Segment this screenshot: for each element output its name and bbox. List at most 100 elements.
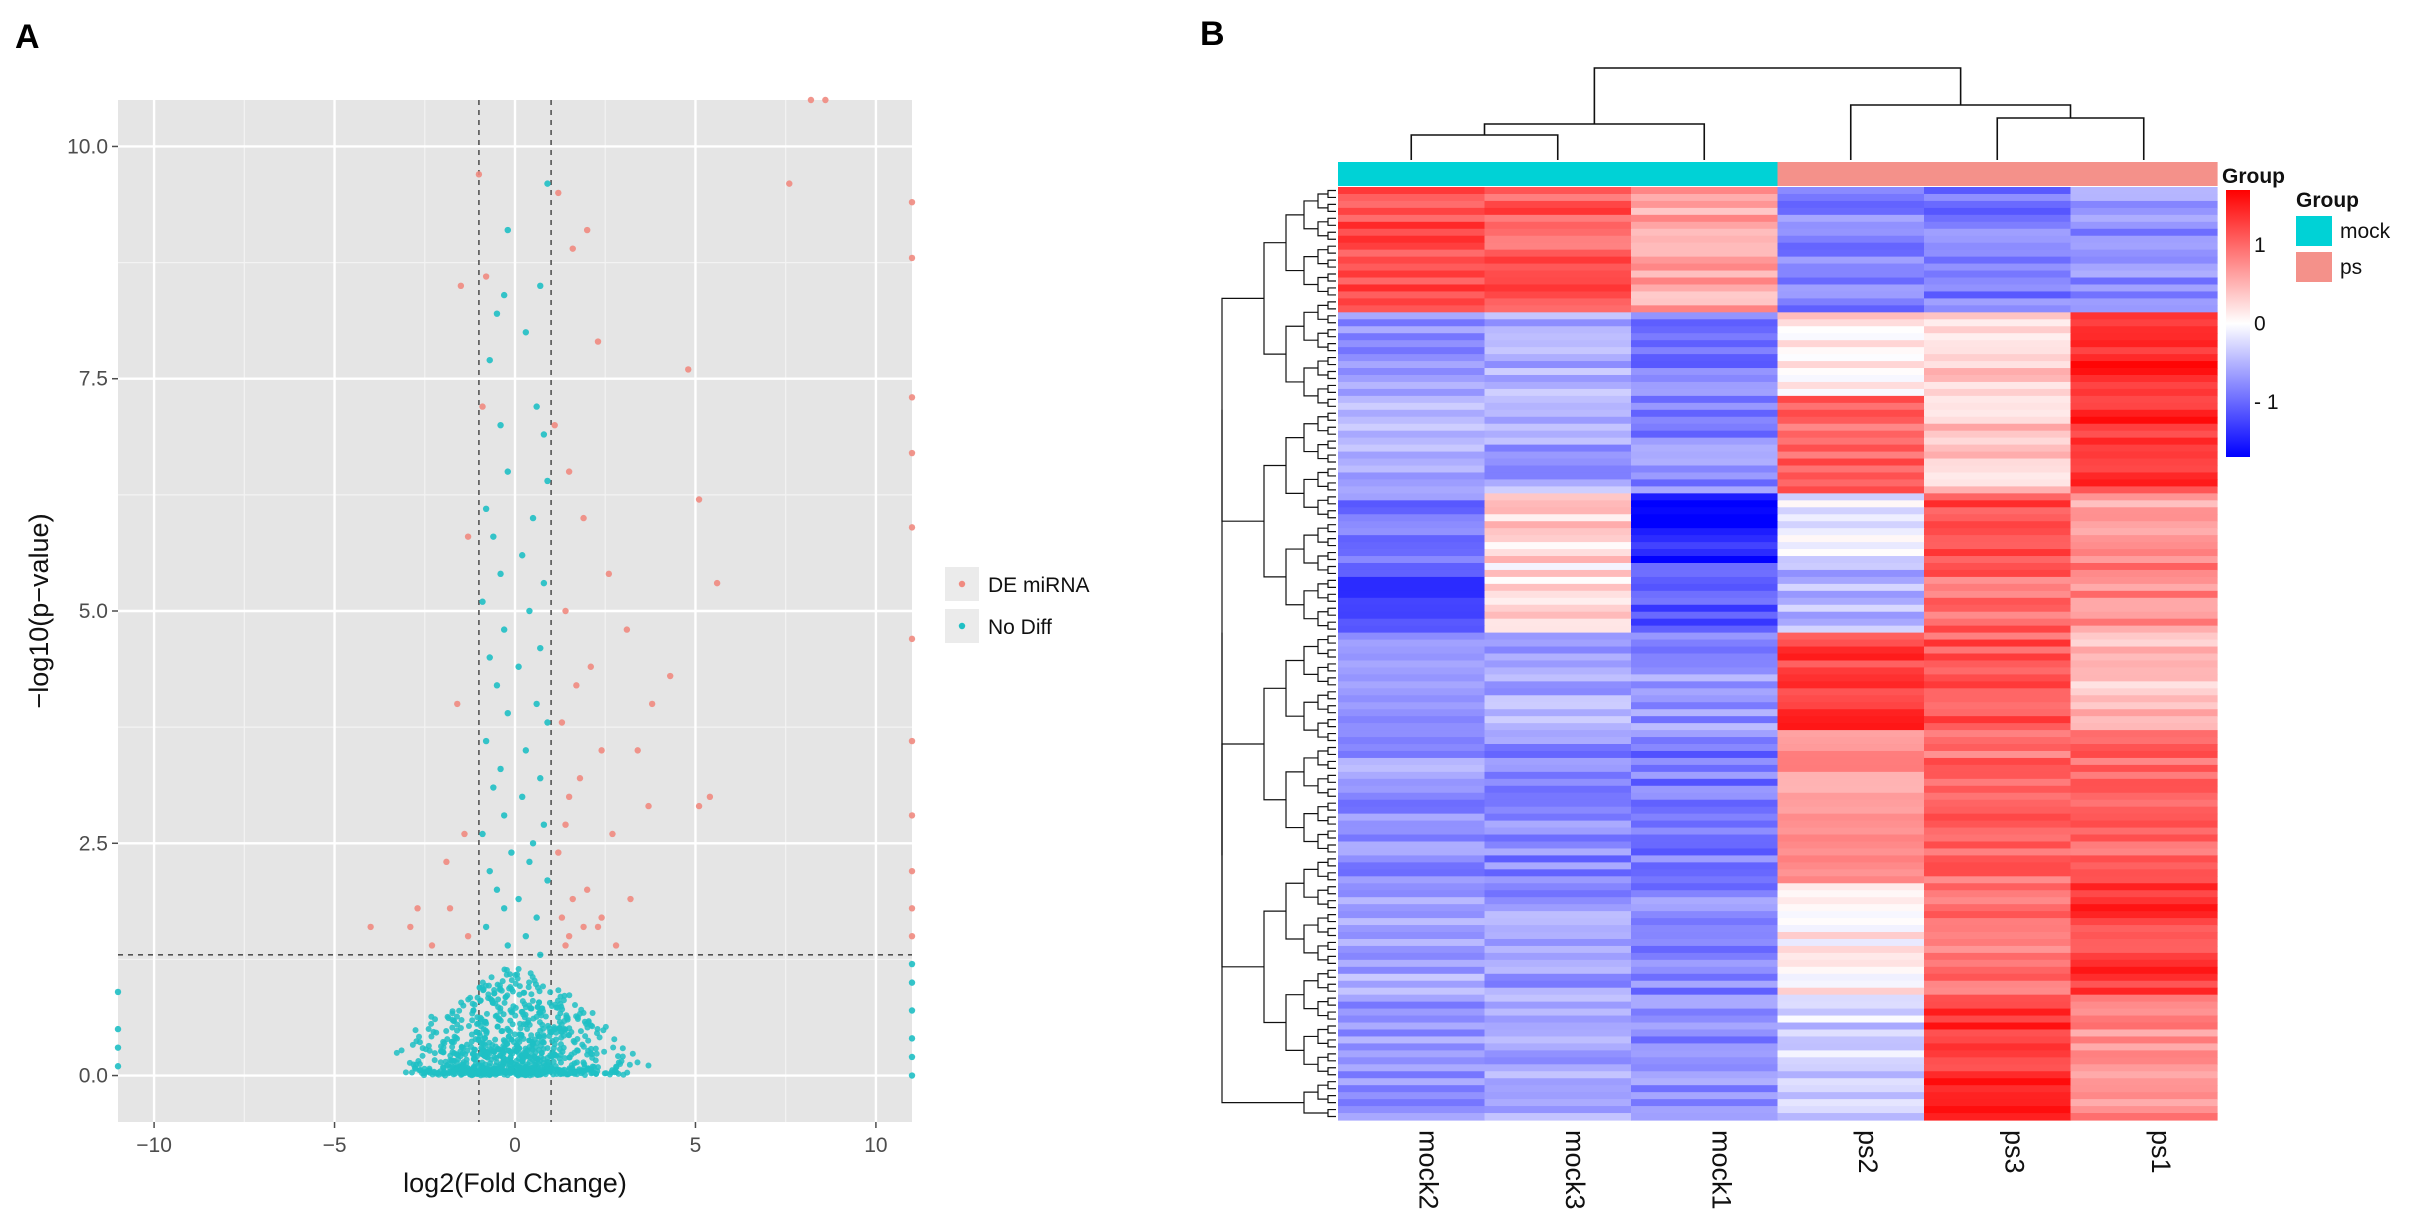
heatmap-cell xyxy=(1631,966,1779,975)
heatmap-cell xyxy=(1338,1050,1486,1058)
nodiff-point xyxy=(522,329,530,336)
nodiff-point xyxy=(509,1021,516,1028)
heatmap-cell xyxy=(1338,890,1486,898)
heatmap-cell xyxy=(1338,200,1486,209)
heatmap-cell xyxy=(1631,911,1779,919)
heatmap-cell xyxy=(1484,625,1632,634)
heatmap-cell xyxy=(2070,1064,2218,1072)
nodiff-point xyxy=(393,1049,400,1056)
heatmap-cell xyxy=(1484,1001,1632,1010)
heatmap-cell xyxy=(1631,764,1779,773)
heatmap-cell xyxy=(1484,451,1632,460)
heatmap-cell xyxy=(2070,806,2218,815)
nodiff-point xyxy=(542,1013,549,1020)
heatmap-cell xyxy=(1484,430,1632,439)
nodiff-point xyxy=(588,1070,595,1077)
heatmap-cell xyxy=(1924,1085,2072,1093)
heatmap-cell xyxy=(1631,228,1779,237)
nodiff-point xyxy=(585,1037,592,1044)
row-dendrogram-branch xyxy=(1285,325,1304,383)
nodiff-point xyxy=(593,1050,600,1057)
row-dendrogram-branch xyxy=(1303,645,1318,675)
nodiff-point xyxy=(431,1057,438,1064)
nodiff-point xyxy=(500,1042,507,1049)
nodiff-point xyxy=(477,1014,484,1021)
heatmap-cell xyxy=(1631,611,1779,620)
heatmap-cell xyxy=(1924,855,2072,863)
nodiff-point xyxy=(497,1005,504,1012)
heatmap-cell xyxy=(1484,681,1632,689)
heatmap-cell xyxy=(1631,500,1779,508)
heatmap-cell xyxy=(1338,632,1486,641)
heatmap-cell xyxy=(1924,221,2072,230)
nodiff-point xyxy=(613,1063,620,1070)
heatmap-cell xyxy=(1484,792,1632,801)
heatmap-cell xyxy=(1631,744,1779,752)
colorbar-scale xyxy=(2226,190,2250,457)
y-tick-label: 0.0 xyxy=(79,1065,108,1088)
dendrogram-branch xyxy=(1593,67,1962,124)
heatmap-cell xyxy=(1631,674,1779,682)
nodiff-point xyxy=(450,1071,457,1078)
de-mirna-point xyxy=(634,747,641,754)
heatmap-cell xyxy=(1338,1022,1486,1031)
panel-label-a: A xyxy=(15,18,40,56)
heatmap-cell xyxy=(1338,221,1486,230)
heatmap-cell xyxy=(2070,187,2218,195)
heatmap-cell xyxy=(1338,284,1486,293)
heatmap-cell xyxy=(2070,576,2218,585)
heatmap-cell xyxy=(1484,437,1632,446)
heatmap-cell xyxy=(2070,305,2218,313)
heatmap-cell xyxy=(1338,959,1486,968)
heatmap-cell xyxy=(1484,249,1632,258)
heatmap-cell xyxy=(1631,639,1779,648)
row-dendrogram-branch xyxy=(1327,217,1336,226)
heatmap-cell xyxy=(1777,897,1925,905)
heatmap-cell xyxy=(2070,221,2218,230)
row-dendrogram-branch xyxy=(1303,757,1318,787)
heatmap-cell xyxy=(1484,869,1632,877)
nodiff-point xyxy=(492,1000,499,1007)
row-dendrogram-branch xyxy=(1317,611,1328,627)
nodiff-point xyxy=(483,1010,490,1017)
heatmap-cell xyxy=(1631,451,1779,460)
nodiff-point xyxy=(458,1066,465,1073)
heatmap-cell xyxy=(2070,507,2218,515)
heatmap-cell xyxy=(2070,1078,2218,1086)
group-annotation-cell xyxy=(1924,162,2072,186)
heatmap-cell xyxy=(1924,583,2072,592)
heatmap-cell xyxy=(2070,1050,2218,1058)
heatmap-cell xyxy=(1924,1092,2072,1100)
nodiff-point xyxy=(626,1061,633,1068)
heatmap-cell xyxy=(1631,493,1779,501)
heatmap-cell xyxy=(2070,228,2218,237)
nodiff-point xyxy=(526,1054,533,1061)
heatmap-cell xyxy=(1777,444,1925,453)
heatmap-cell xyxy=(1924,1029,2072,1038)
nodiff-point xyxy=(416,1033,423,1040)
heatmap-cell xyxy=(1777,660,1925,669)
heatmap-cell xyxy=(1338,625,1486,634)
heatmap-cell xyxy=(1338,1085,1486,1093)
heatmap-cell xyxy=(1338,771,1486,780)
de-mirna-point xyxy=(594,338,602,345)
heatmap-cell xyxy=(1924,521,2072,529)
row-dendrogram-branch xyxy=(1327,468,1336,477)
heatmap-cell xyxy=(1338,1008,1486,1017)
heatmap-cell xyxy=(2070,493,2218,501)
nodiff-point xyxy=(554,1004,561,1011)
heatmap-cell xyxy=(1631,869,1779,877)
nodiff-point xyxy=(577,1028,584,1035)
heatmap-cell xyxy=(2070,841,2218,850)
row-dendrogram-branch xyxy=(1327,1025,1336,1034)
nodiff-point xyxy=(505,1033,512,1040)
nodiff-point xyxy=(488,974,495,981)
heatmap-cell xyxy=(1338,472,1486,481)
heatmap-cell xyxy=(1777,716,1925,724)
heatmap-cell xyxy=(2070,764,2218,773)
nodiff-point xyxy=(425,1026,432,1033)
heatmap-cell xyxy=(1777,938,1925,947)
row-dendrogram-branch xyxy=(1263,910,1286,1024)
nodiff-point xyxy=(468,1031,475,1038)
nodiff-point xyxy=(458,1044,465,1051)
